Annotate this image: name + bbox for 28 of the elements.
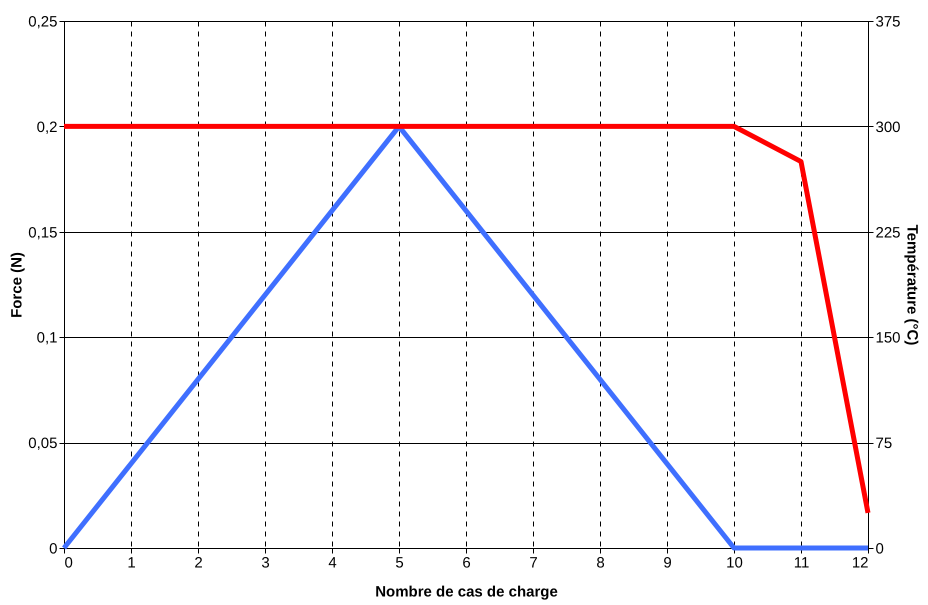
y2-tick-label: 150 (876, 330, 901, 347)
x-tick-label: 8 (596, 554, 605, 572)
y2-tick-label: 75 (876, 435, 892, 452)
x-tick-label: 10 (726, 554, 743, 572)
x-tick-label: 9 (663, 554, 672, 572)
y2-axis-title: Température (°C) (904, 224, 921, 346)
x-tick-label: 5 (395, 554, 404, 572)
x-tick-label: 1 (127, 554, 136, 572)
y-tick-label: 0,25 (28, 14, 58, 30)
y-tick-label: 0,05 (28, 435, 58, 452)
y-tick-label: 0 (49, 540, 58, 558)
x-axis-title: Nombre de cas de charge (375, 584, 558, 600)
y2-tick-label: 300 (876, 118, 901, 136)
y-tick-label: 0,2 (36, 118, 58, 136)
y-axis-title: Force (N) (8, 252, 26, 318)
x-tick-label: 4 (328, 554, 337, 572)
y-tick-label: 0,15 (28, 224, 58, 242)
x-tick-label: 7 (529, 554, 538, 572)
y2-tick-label: 375 (876, 14, 901, 30)
y2-tick-label: 225 (876, 224, 901, 242)
x-tick-label: 3 (261, 554, 270, 572)
x-tick-label: 12 (852, 554, 868, 572)
y2-tick-label: 0 (876, 540, 884, 558)
y-tick-label: 0,1 (36, 330, 58, 347)
x-tick-label: 2 (194, 554, 203, 572)
x-tick-label: 0 (64, 554, 73, 572)
x-tick-label: 11 (794, 554, 810, 572)
x-tick-label: 6 (462, 554, 471, 572)
